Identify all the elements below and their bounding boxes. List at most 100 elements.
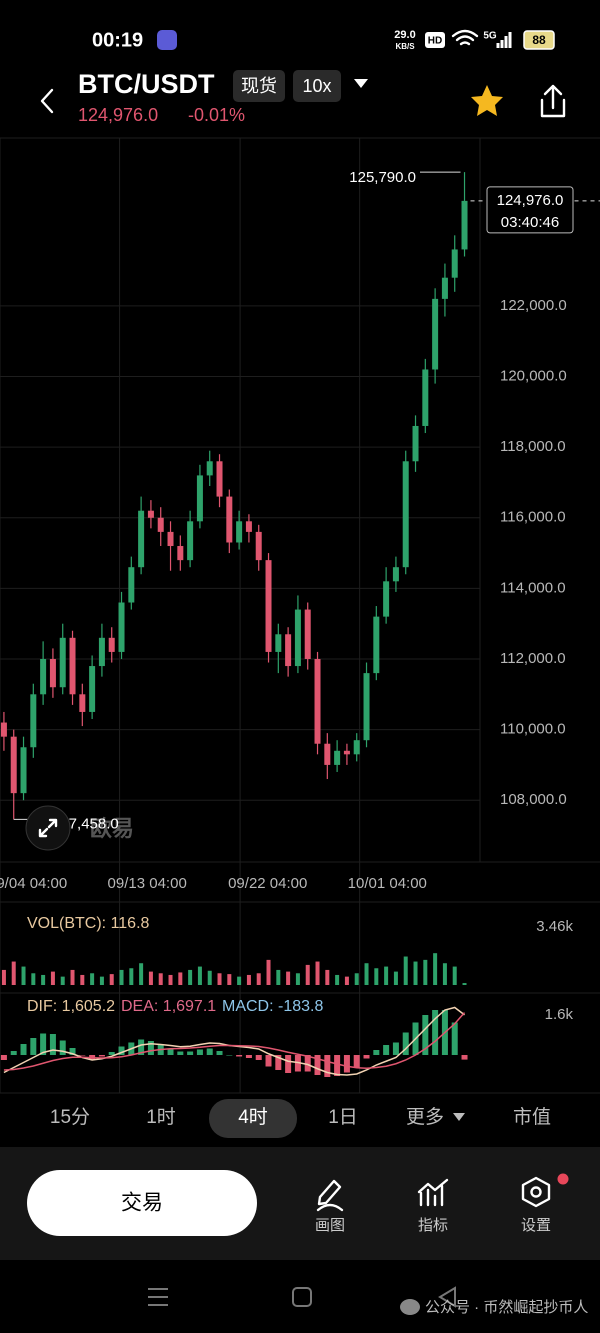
- trade-text: 交易: [121, 1192, 163, 1215]
- volume-bar: [109, 974, 114, 985]
- candle-body: [353, 740, 360, 755]
- net-unit: KB/S: [395, 42, 415, 51]
- macd-tick-label: 1.6k: [545, 1006, 574, 1023]
- candle-body: [334, 750, 341, 765]
- volume-bar: [403, 956, 408, 985]
- macd-bar: [177, 1051, 184, 1055]
- y-tick-label: 108,000.0: [500, 791, 567, 808]
- macd-bar: [363, 1055, 370, 1059]
- volume-bar: [315, 961, 320, 985]
- battery-level: 88: [532, 33, 546, 47]
- volume-bar: [344, 976, 349, 985]
- x-tick-label: 09/04 04:00: [0, 875, 67, 892]
- macd-bar: [314, 1055, 321, 1075]
- candle-body: [392, 567, 399, 582]
- candle-body: [236, 521, 243, 543]
- macd-bar: [30, 1038, 37, 1055]
- macd-bar: [216, 1051, 223, 1055]
- y-tick-label: 118,000.0: [500, 438, 566, 455]
- volume-bar: [364, 963, 369, 985]
- volume-bar: [70, 969, 75, 985]
- candle-body: [314, 658, 321, 744]
- indicators-icon[interactable]: [417, 1178, 449, 1207]
- candle-body: [285, 634, 292, 667]
- market-badge[interactable]: [233, 70, 285, 102]
- macd-bar: [98, 1055, 105, 1057]
- macd-bar: [118, 1046, 125, 1055]
- volume-bar: [246, 974, 251, 985]
- macd-bar: [402, 1032, 409, 1055]
- macd-bar: [285, 1055, 292, 1073]
- last-price-label: 124,976.0: [497, 192, 564, 209]
- nav-menu[interactable]: [148, 1288, 168, 1306]
- volume-bar: [442, 963, 447, 985]
- settings-icon[interactable]: [521, 1176, 551, 1208]
- volume-bar: [31, 973, 36, 985]
- volume-label: VOL(BTC): 116.8: [27, 915, 150, 932]
- timeframe-tab-selected[interactable]: 4时: [238, 1106, 268, 1128]
- volume-bar: [168, 974, 173, 985]
- trade-button[interactable]: [27, 1170, 257, 1236]
- timeframe-tab[interactable]: 15分: [50, 1106, 90, 1128]
- timeframe-tab[interactable]: 1日: [328, 1107, 358, 1128]
- volume-bar: [335, 974, 340, 985]
- candle-body: [128, 567, 135, 603]
- macd-bar: [245, 1055, 252, 1058]
- more-arrow: [453, 1113, 465, 1121]
- share-button[interactable]: [540, 84, 566, 118]
- volume-bar: [325, 969, 330, 985]
- macd-bar: [373, 1050, 380, 1055]
- macd-bar: [383, 1045, 390, 1055]
- candle-body: [402, 461, 409, 568]
- back-button[interactable]: [40, 88, 54, 114]
- volume-bar: [207, 970, 212, 985]
- macd-bar: [0, 1055, 7, 1060]
- net-speed: 29.0: [394, 29, 415, 41]
- fullscreen-button[interactable]: [25, 805, 71, 851]
- draw-icon[interactable]: [316, 1179, 344, 1212]
- macd-label: MACD: -183.8: [222, 998, 323, 1015]
- nav-back[interactable]: [438, 1286, 456, 1308]
- volume-bar: [99, 976, 104, 985]
- candle-body: [177, 546, 184, 561]
- candle-body: [343, 750, 350, 755]
- volume-bar: [452, 966, 457, 985]
- macd-bar: [187, 1051, 194, 1055]
- more-tab[interactable]: 更多: [406, 1106, 444, 1128]
- signal-bars: [496, 32, 512, 48]
- candle-body: [383, 581, 390, 617]
- macd-bar: [138, 1039, 145, 1055]
- candle-body: [422, 369, 429, 426]
- timeframe-tab[interactable]: 1时: [146, 1106, 176, 1128]
- macd-bar: [304, 1055, 311, 1072]
- header-price: 124,976.0: [78, 105, 158, 125]
- wifi-icon: [451, 29, 479, 46]
- leverage-badge[interactable]: [293, 70, 341, 102]
- volume-bar: [60, 976, 65, 985]
- macd-bar: [20, 1044, 27, 1055]
- macd-bar: [265, 1055, 272, 1067]
- candle-body: [441, 277, 448, 299]
- selected-tab-bg: [209, 1099, 297, 1138]
- favorite-star[interactable]: [471, 85, 503, 116]
- dea-line: [3, 1012, 466, 1071]
- indicator-panels: 3.46k 1.6k: [0, 918, 574, 1077]
- macd-bar: [461, 1055, 468, 1060]
- volume-bar: [256, 973, 261, 985]
- candle-body: [10, 736, 17, 794]
- volume-bar: [354, 973, 359, 985]
- macd-bar: [108, 1052, 115, 1055]
- candle-body: [461, 200, 468, 250]
- macd-bar: [79, 1055, 86, 1056]
- candle-body: [138, 510, 145, 568]
- indicators-label: 指标: [418, 1217, 448, 1234]
- hd-text: HD: [428, 36, 442, 47]
- macd-bar: [451, 1022, 458, 1055]
- candle-body: [196, 475, 203, 522]
- volume-bar: [139, 963, 144, 985]
- macd-bar: [353, 1055, 360, 1068]
- market-cap-tab[interactable]: 市值: [513, 1106, 551, 1128]
- volume-bar: [50, 971, 55, 985]
- pair-dropdown[interactable]: [354, 79, 368, 88]
- nav-home[interactable]: [292, 1287, 312, 1307]
